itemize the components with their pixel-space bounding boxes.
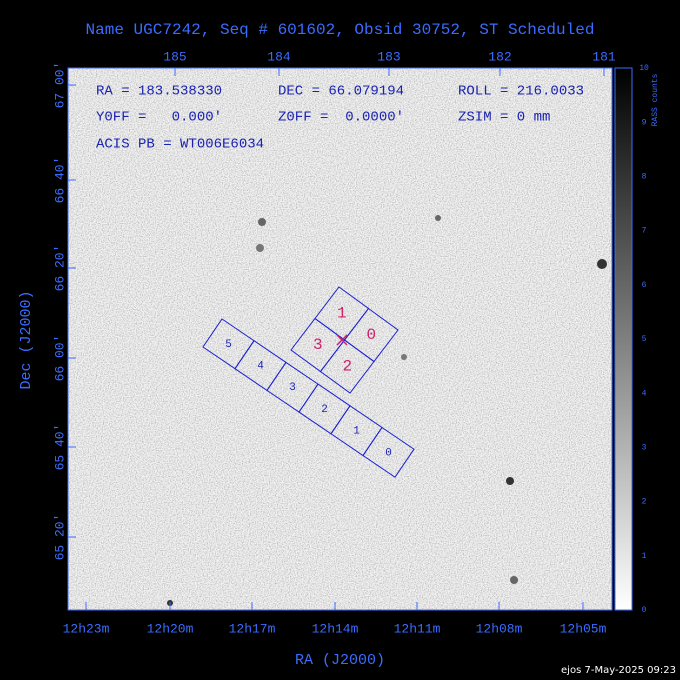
bottom-tick-label: 12h23m [63, 621, 110, 636]
info-text: DEC = 66.079194 [278, 84, 404, 100]
top-tick-label: 184 [267, 49, 291, 64]
x-axis-title: RA (J2000) [295, 652, 385, 669]
acis-s-label: 3 [289, 382, 296, 394]
top-tick-label: 182 [488, 49, 511, 64]
info-text: RA = 183.538330 [96, 84, 222, 100]
bottom-tick-label: 12h08m [476, 621, 523, 636]
acis-i-label: 2 [342, 358, 352, 376]
footer: ejos 7-May-2025 09:23 [561, 665, 676, 676]
colorbar-tick-label: 9 [642, 118, 647, 127]
left-tick-label: 66 00' [52, 335, 67, 382]
info-text: ZSIM = 0 mm [458, 110, 550, 126]
colorbar-tick-label: 2 [642, 498, 647, 507]
left-tick-label: 65 40' [52, 424, 67, 471]
acis-i-label: 0 [366, 326, 376, 344]
acis-s-label: 2 [321, 404, 328, 416]
colorbar-tick-label: 10 [639, 64, 649, 73]
plot-frame [67, 67, 613, 611]
acis-s-chip [362, 426, 415, 478]
top-tick-label: 183 [377, 49, 400, 64]
colorbar-tick-label: 1 [642, 552, 647, 561]
aim-point [336, 334, 348, 346]
acis-i-label: 1 [337, 305, 347, 323]
left-tick-label: 66 20' [52, 245, 67, 292]
colorbar-tick-label: 7 [642, 227, 647, 236]
left-tick-label: 66 40' [52, 157, 67, 204]
bottom-tick-label: 12h11m [394, 621, 441, 636]
top-tick-label: 185 [163, 49, 186, 64]
sources [167, 215, 607, 606]
colorbar-tick-label: 8 [642, 173, 647, 182]
colorbar-label: RASS counts [651, 73, 660, 126]
bottom-tick-label: 12h14m [312, 621, 359, 636]
colorbar-tick-label: 0 [642, 606, 647, 615]
bottom-tick-label: 12h17m [229, 621, 276, 636]
colorbar-tick-label: 4 [642, 389, 647, 398]
info-text: Y0FF = 0.000' [96, 110, 222, 126]
title: Name UGC7242, Seq # 601602, Obsid 30752,… [86, 21, 595, 39]
acis-s-label: 5 [225, 339, 232, 351]
info-text: ROLL = 216.0033 [458, 84, 584, 100]
colorbar-tick-label: 3 [642, 444, 647, 453]
acis-i-label: 3 [313, 336, 323, 354]
acis-s-label: 1 [353, 426, 360, 438]
info-text: ACIS PB = WT006E6034 [96, 137, 264, 153]
acis-i-chip [319, 339, 375, 394]
colorbar [614, 67, 633, 611]
bottom-tick-label: 12h05m [560, 621, 607, 636]
bottom-tick-label: 12h20m [147, 621, 194, 636]
left-tick-label: 67 00' [52, 62, 67, 109]
info-text: Z0FF = 0.0000' [278, 110, 404, 126]
colorbar-tick-label: 5 [642, 335, 647, 344]
y-axis-title: Dec (J2000) [18, 290, 35, 389]
acis-s-label: 0 [385, 447, 392, 459]
top-tick-label: 181 [592, 49, 616, 64]
acis-s-label: 4 [257, 360, 264, 372]
colorbar-tick-label: 6 [642, 281, 647, 290]
left-tick-label: 65 20' [52, 514, 67, 561]
